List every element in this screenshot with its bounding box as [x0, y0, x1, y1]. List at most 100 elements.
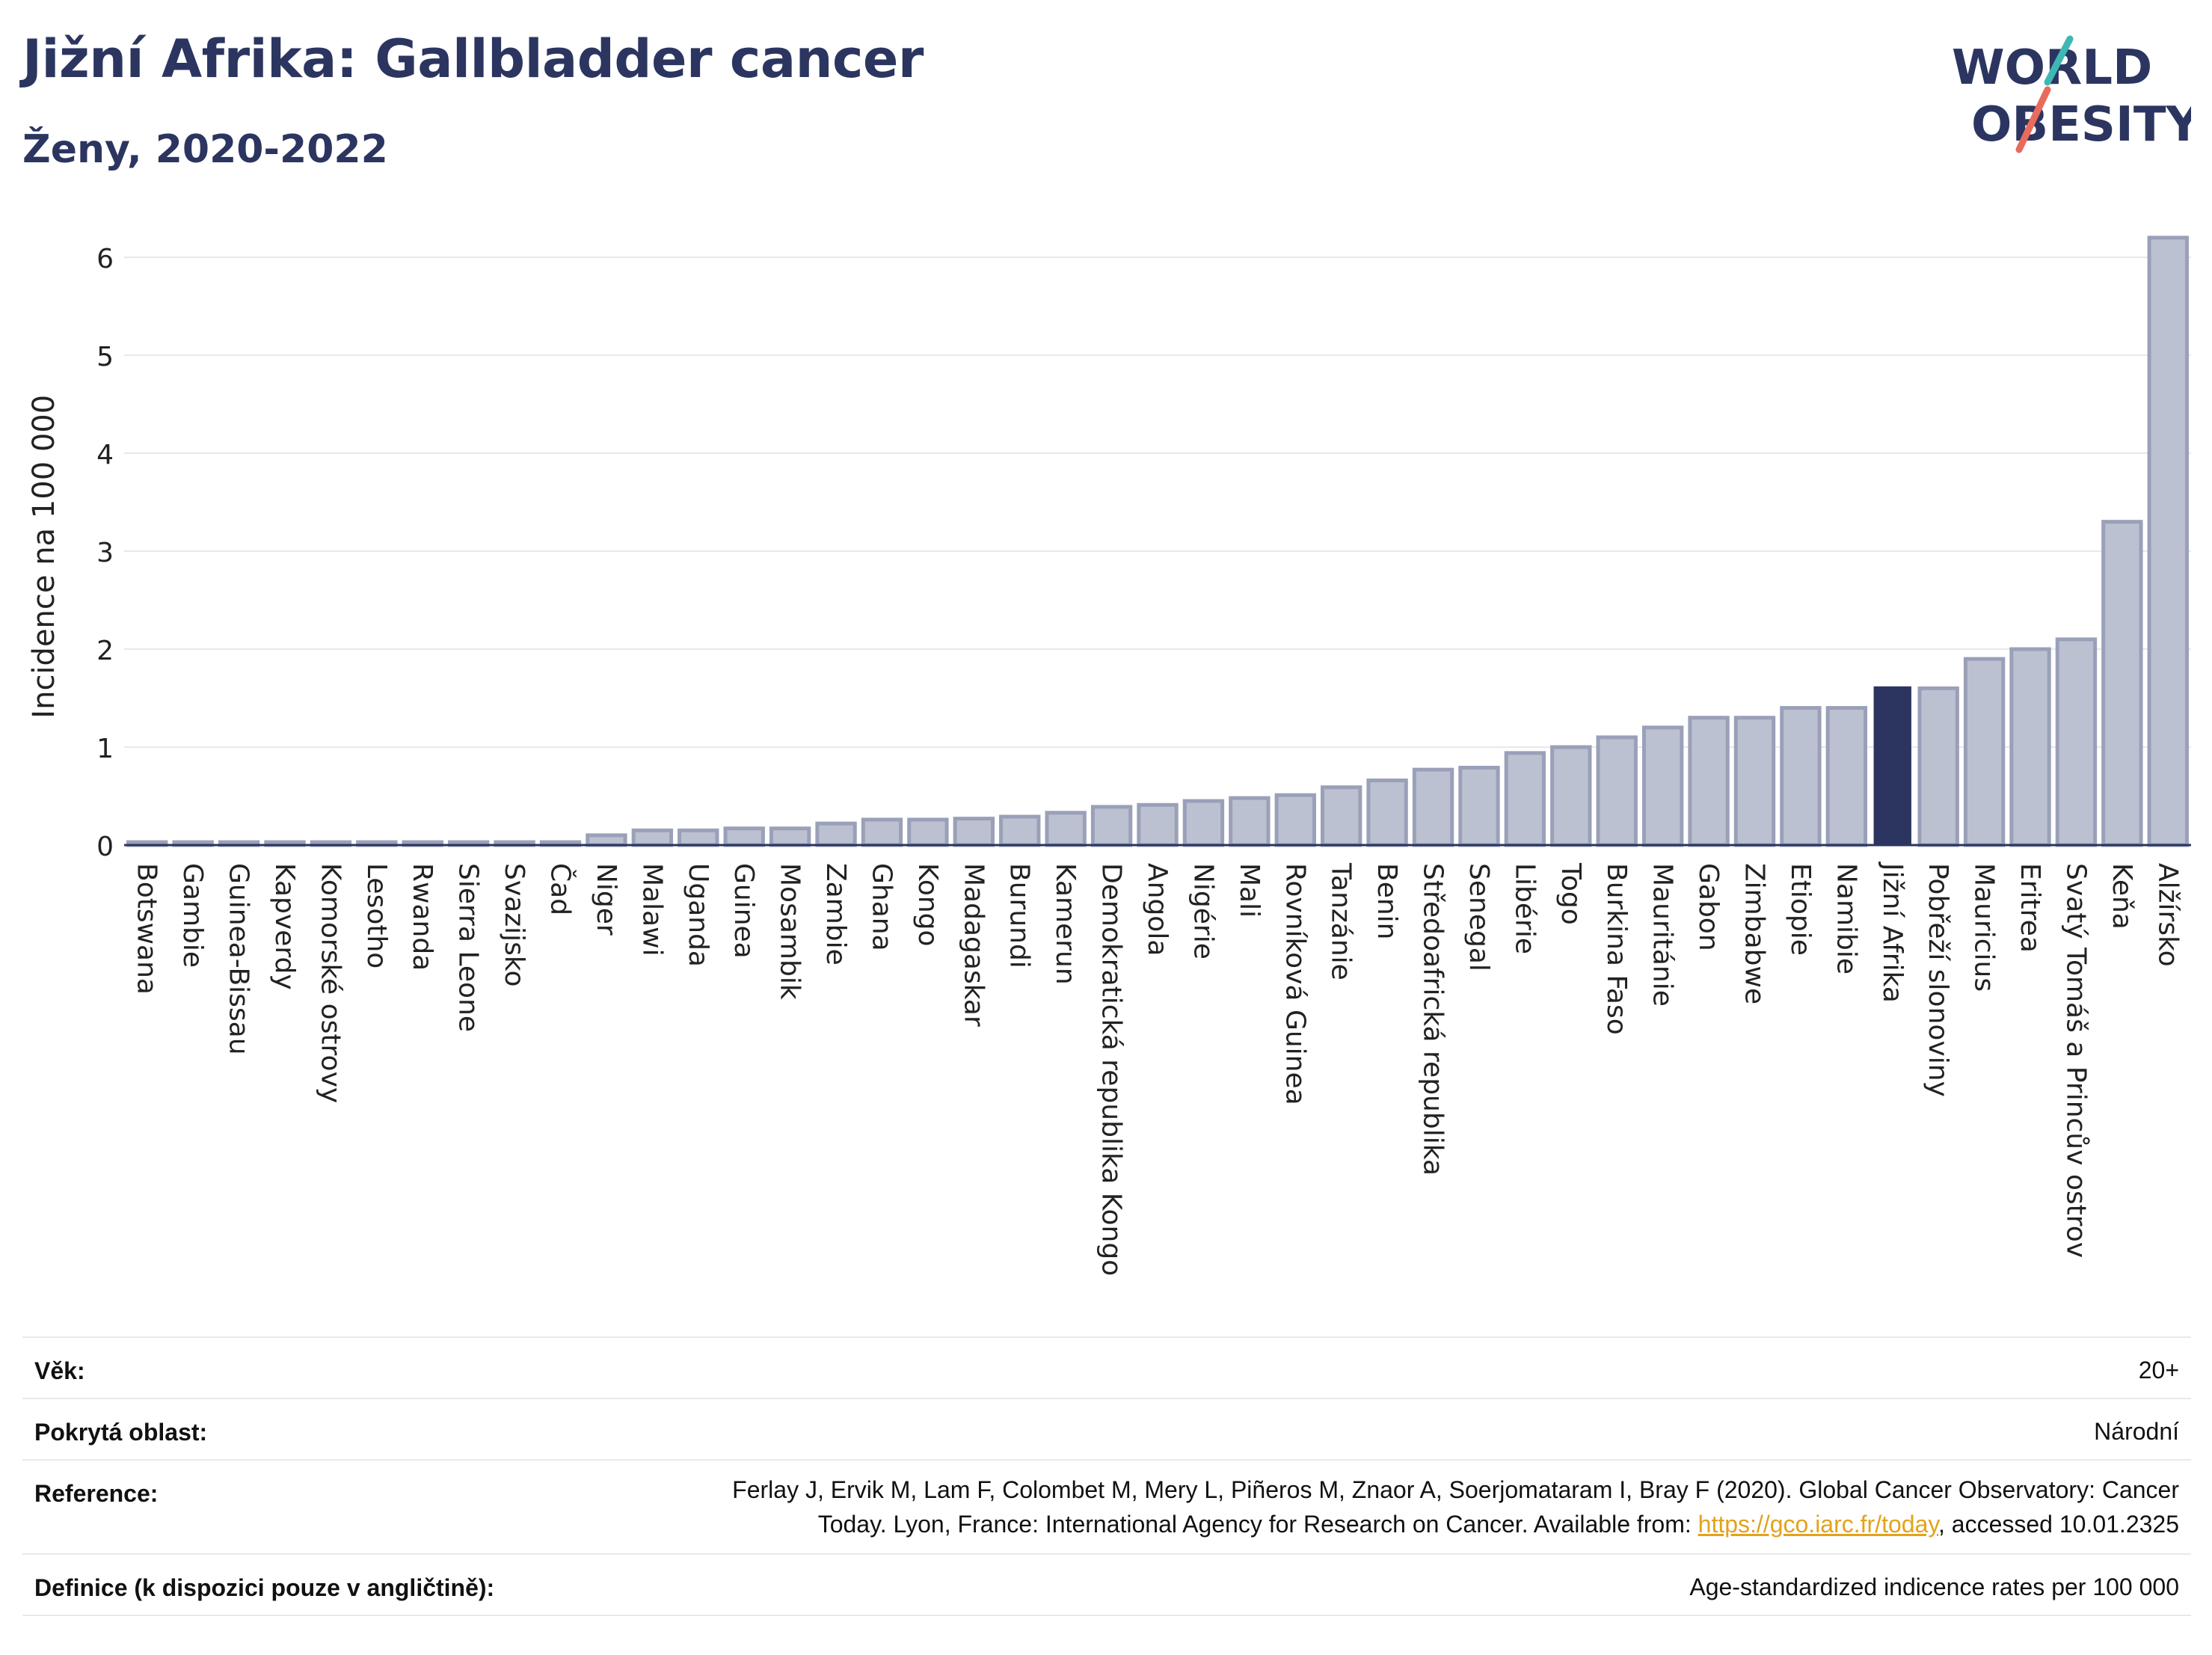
reference-line1: Ferlay J, Ervik M, Lam F, Colombet M, Me…	[732, 1476, 2179, 1503]
bar	[1137, 802, 1179, 847]
x-tick-label: Čad	[545, 863, 577, 915]
info-row-reference: Reference: Ferlay J, Ervik M, Lam F, Col…	[22, 1459, 2191, 1555]
x-tick-label: Kapverdy	[269, 863, 300, 990]
logo-slash-coral	[2015, 86, 2051, 153]
bar	[1550, 745, 1592, 847]
definition-value: Age-standardized indicence rates per 100…	[1689, 1573, 2179, 1600]
x-tick-label: Rwanda	[407, 863, 437, 971]
x-tick-label: Svatý Tomáš a Princův ostrov	[2060, 863, 2091, 1258]
bar	[999, 814, 1041, 847]
bar	[2147, 236, 2189, 847]
reference-line2-post: , accessed 10.01.2325	[1938, 1511, 2179, 1538]
info-row-definition: Definice (k dispozici pouze v angličtině…	[22, 1553, 2191, 1616]
reference-line2: Today. Lyon, France: International Agenc…	[732, 1507, 2179, 1541]
area-value: Národní	[2094, 1418, 2179, 1445]
area-label: Pokrytá oblast:	[34, 1419, 208, 1446]
bar-chart: 0 1 2 3 4 5 6 Incidence na 100 000 Botswana Gambi…	[27, 236, 2191, 1276]
x-tick-label: Madagaskar	[958, 863, 989, 1027]
x-tick-label: Ghana	[866, 863, 897, 951]
bar	[1780, 706, 1822, 847]
reference-value: Ferlay J, Ervik M, Lam F, Colombet M, Me…	[732, 1473, 2179, 1541]
x-tick-label: Lesotho	[361, 863, 392, 968]
bar	[678, 828, 719, 847]
x-tick-label: Senegal	[1463, 863, 1494, 971]
bar	[1596, 735, 1638, 847]
x-tick-label: Jižní Afrika	[1877, 862, 1908, 1003]
bar	[2009, 647, 2051, 847]
bar	[1825, 706, 1868, 847]
x-tick-label: Rovníková Guinea	[1279, 863, 1310, 1105]
definition-label: Definice (k dispozici pouze v angličtině…	[34, 1574, 495, 1601]
bar	[1366, 779, 1408, 847]
x-tick-label: Gambie	[177, 863, 208, 968]
y-tick-label: 0	[96, 832, 114, 862]
bar	[861, 817, 903, 847]
x-tick-label: Pobřeží slonoviny	[1923, 863, 1953, 1097]
x-tick-label: Mauritánie	[1647, 863, 1678, 1007]
x-tick-label: Namibie	[1831, 863, 1861, 974]
x-tick-label: Libérie	[1509, 863, 1540, 954]
bar	[769, 826, 811, 847]
bar	[953, 817, 995, 847]
x-tick-label: Burundi	[1004, 863, 1035, 968]
age-label: Věk:	[34, 1357, 85, 1384]
info-table-bottom-border	[22, 1615, 2191, 1616]
bar	[2055, 637, 2098, 847]
bar-highlighted	[1873, 686, 1911, 845]
x-tick-label: Mauricius	[1969, 863, 2000, 992]
bar	[2101, 520, 2143, 847]
bar	[1641, 725, 1684, 847]
x-tick-label: Demokratická republika Kongo	[1096, 863, 1127, 1276]
x-tick-label: Nigérie	[1188, 863, 1218, 959]
bar	[1229, 796, 1271, 847]
x-tick-label: Niger	[591, 863, 621, 936]
logo-line2: OBESITY	[1971, 97, 2191, 153]
bar	[907, 817, 949, 847]
x-tick-label: Malawi	[636, 863, 667, 957]
y-tick-label: 5	[96, 342, 114, 372]
reference-line2-pre: Today. Lyon, France: International Agenc…	[817, 1511, 1698, 1538]
chart-title: Jižní Afrika: Gallbladder cancer	[22, 28, 924, 90]
x-tick-label: Středoafrická republika	[1418, 863, 1448, 1176]
x-tick-label: Svazijsko	[499, 863, 529, 986]
bar	[1733, 716, 1776, 847]
logo-slash-teal	[2044, 35, 2074, 86]
world-obesity-logo: WORLD OBESITY	[1952, 35, 2191, 153]
x-tick-label: Kamerun	[1050, 863, 1081, 985]
x-tick-label: Komorské ostrovy	[315, 863, 345, 1103]
x-tick-label: Etiopie	[1785, 863, 1816, 956]
x-tick-label: Zambie	[820, 863, 851, 965]
bar	[631, 828, 674, 847]
y-tick-label: 3	[96, 538, 114, 568]
y-tick-label: 2	[96, 636, 114, 666]
x-tick-label: Guinea	[728, 863, 759, 959]
bar	[1458, 766, 1500, 847]
x-tick-label: Sierra Leone	[453, 863, 484, 1032]
x-tick-label: Zimbabwe	[1739, 863, 1769, 1004]
x-tick-label: Burkina Faso	[1601, 863, 1632, 1035]
chart-subtitle: Ženy, 2020-2022	[22, 127, 388, 172]
age-value: 20+	[2138, 1357, 2179, 1384]
bar	[815, 821, 857, 847]
bar	[1412, 767, 1454, 847]
bar	[586, 833, 627, 847]
reference-label: Reference:	[34, 1480, 159, 1507]
bar	[1274, 793, 1316, 847]
x-tick-label: Keňa	[2107, 863, 2137, 930]
bar	[1182, 799, 1225, 847]
bar	[1504, 751, 1546, 847]
info-row-area: Pokrytá oblast: Národní	[22, 1398, 2191, 1461]
x-tick-label: Botswana	[132, 863, 162, 995]
bar	[1090, 805, 1133, 847]
x-tick-label: Gabon	[1693, 863, 1724, 951]
bar	[1045, 811, 1087, 847]
bar	[1688, 716, 1730, 847]
x-tick-label: Alžírsko	[2152, 863, 2183, 967]
x-tick-label: Mali	[1234, 863, 1265, 918]
x-tick-label: Eritrea	[2015, 863, 2045, 953]
reference-link[interactable]: https://gco.iarc.fr/today	[1698, 1511, 1938, 1538]
x-tick-label: Benin	[1371, 863, 1402, 939]
x-tick-label: Guinea-Bissau	[224, 863, 254, 1055]
bar	[723, 826, 765, 847]
bar	[1321, 785, 1362, 847]
